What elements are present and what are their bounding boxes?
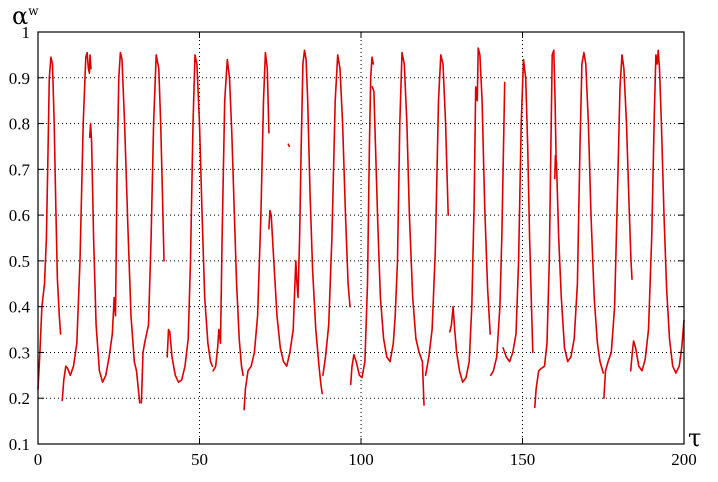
y-tick-label: 0.5 [9,252,30,271]
series-line-segment [533,49,558,409]
series-line-segment [61,51,92,402]
series-line-segment [371,51,425,406]
axis-ticks: 0 50 100 150 200 0.1 0.2 0.3 0.4 0.5 0.6 0.7 0.8 0.9 1 [9,23,697,469]
series-line-segment [629,49,685,374]
series-line-segment [424,54,450,377]
x-tick-label: 200 [671,450,697,469]
series-line-segment [502,58,534,363]
y-axis-label: αw [12,2,39,30]
series-line-segment [349,56,375,386]
y-axis-label-superscript: w [28,4,39,18]
series-line-segment [287,143,291,148]
series-line-segment [140,54,165,404]
y-tick-label: 0.4 [9,298,31,317]
y-axis-label-symbol: α [12,2,28,30]
series-line-segment [268,49,324,395]
series-line-segment [88,51,141,404]
y-tick-label: 0.7 [9,160,31,179]
series-line-segment [489,81,506,377]
y-tick-label: 1 [22,23,31,42]
y-tick-label: 0.1 [9,435,30,454]
series-line-segment [448,47,492,384]
y-tick-label: 0.9 [9,69,30,88]
series-group [37,47,685,411]
x-tick-label: 150 [510,450,536,469]
series-line-segment [553,51,605,374]
series-line-segment [243,51,270,411]
y-tick-label: 0.6 [9,206,30,225]
series-line-segment [166,54,214,384]
y-tick-label: 0.3 [9,343,30,362]
series-line-segment [37,56,62,390]
x-axis-label: τ [688,424,701,452]
y-tick-label: 0.8 [9,115,30,134]
x-tick-label: 100 [348,450,374,469]
series-line-segment [212,58,244,377]
y-tick-label: 0.2 [9,389,30,408]
series-line-segment [603,54,633,400]
x-tick-label: 0 [34,450,43,469]
x-tick-label: 50 [191,450,208,469]
series-line-segment [322,54,351,377]
